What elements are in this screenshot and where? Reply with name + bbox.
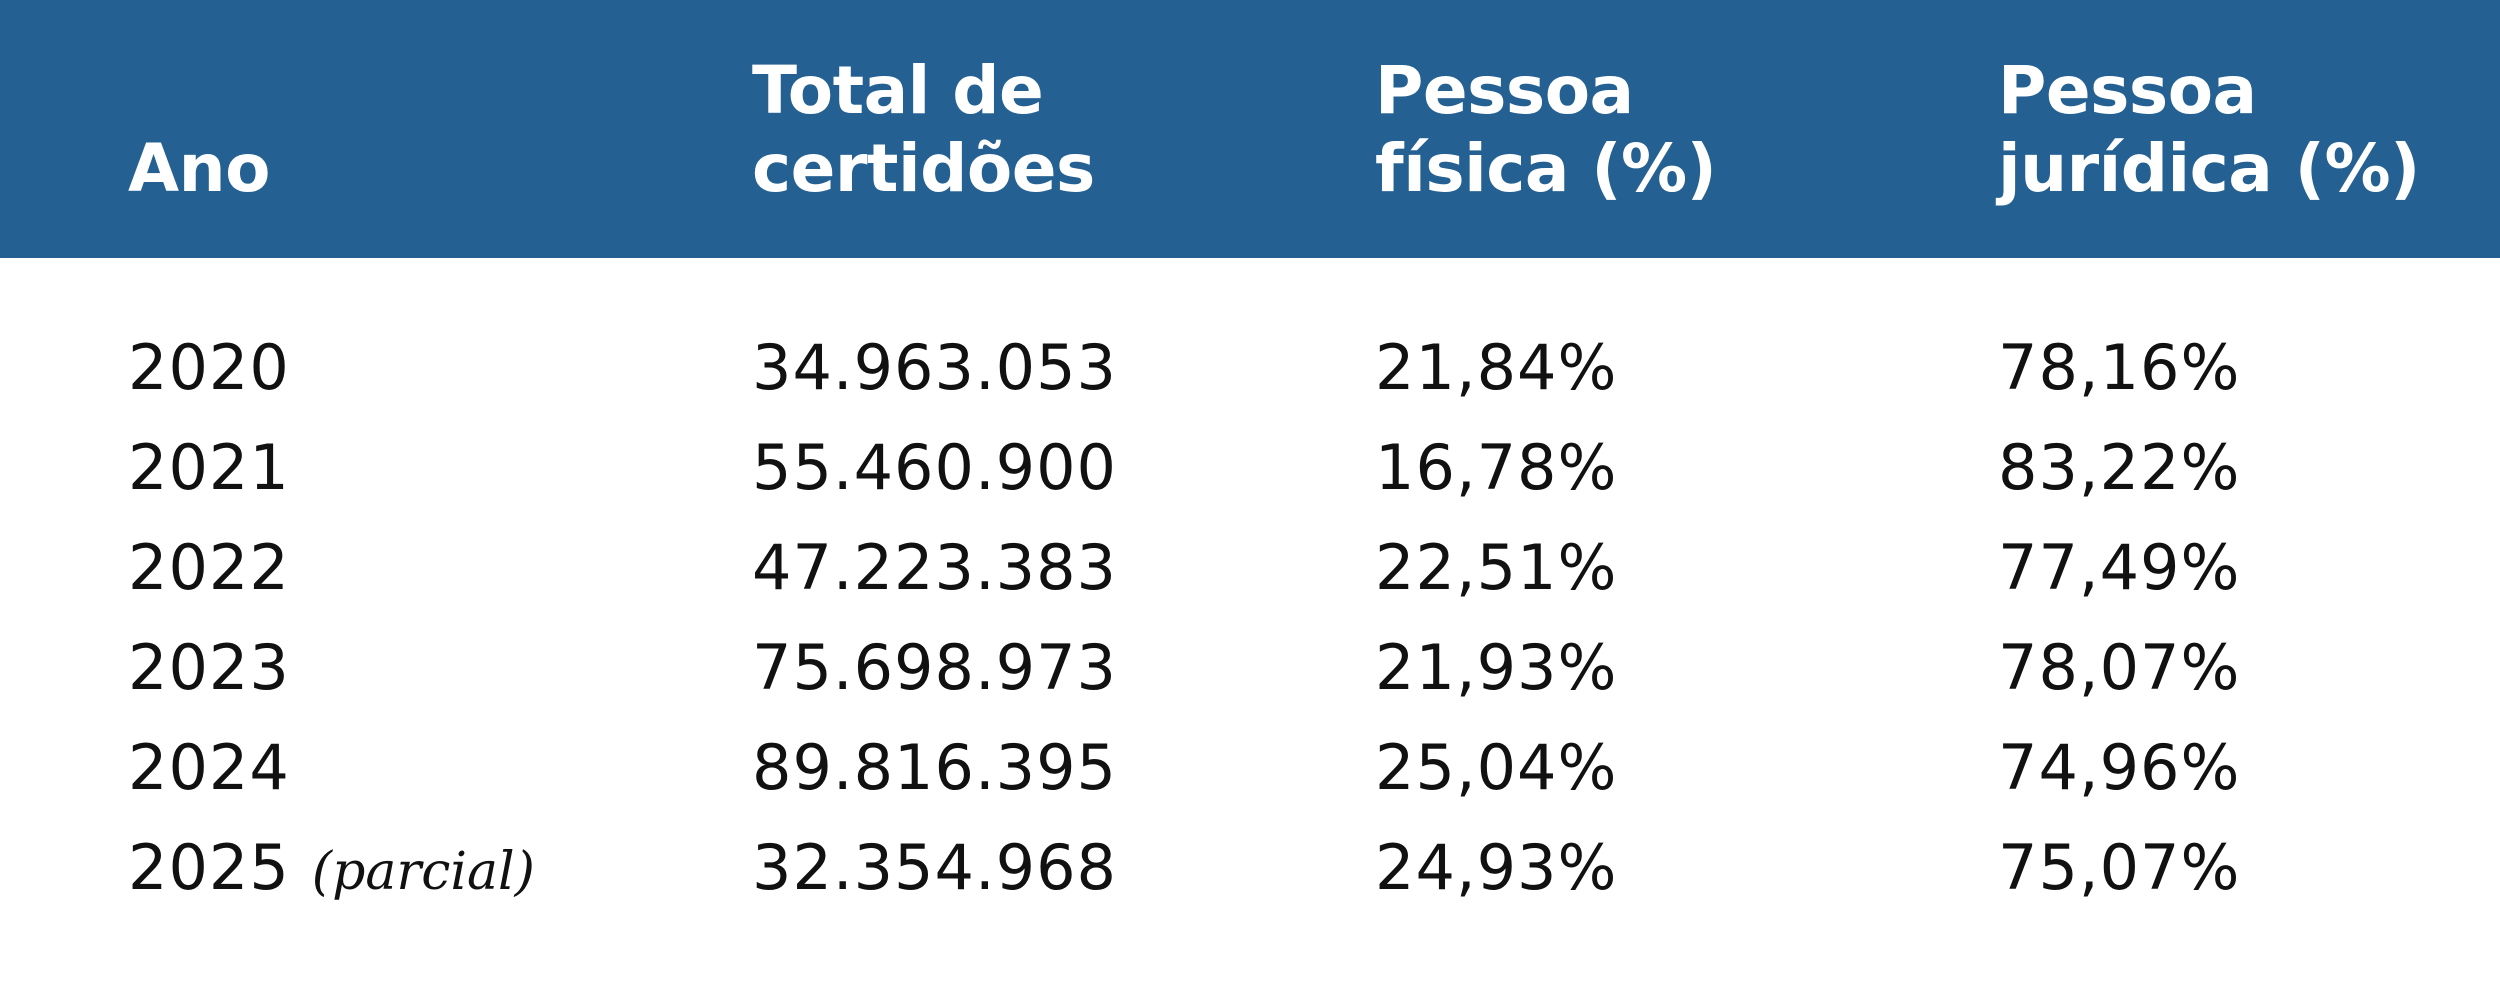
cell-total-certidoes: 34.963.053 — [752, 318, 1117, 418]
column-header-line: Ano — [128, 130, 270, 207]
cell-pessoa-juridica-value: 74,96% — [1998, 731, 2241, 804]
cell-pessoa-fisica: 22,51% — [1375, 518, 1617, 618]
cell-pessoa-fisica-value: 21,84% — [1375, 331, 1618, 404]
column-header-pessoa-juridica: Pessoa jurídica (%) — [1998, 52, 2420, 208]
cell-pessoa-fisica-value: 25,04% — [1375, 731, 1618, 804]
cell-ano-value: 2025 — [128, 831, 290, 904]
column-header-line: certidões — [752, 130, 1095, 207]
table-header: Ano Total de certidões Pessoa física (%)… — [0, 0, 2500, 258]
cell-ano: 2023 — [128, 618, 290, 718]
cell-total-certidoes: 55.460.900 — [752, 418, 1117, 518]
cell-ano: 2020 — [128, 318, 290, 418]
cell-total-certidoes-value: 55.460.900 — [752, 431, 1117, 504]
cell-pessoa-juridica-value: 78,07% — [1998, 631, 2241, 704]
cell-pessoa-fisica: 21,84% — [1375, 318, 1617, 418]
cell-pessoa-fisica-value: 21,93% — [1375, 631, 1618, 704]
cell-ano: 2025 (parcial) — [128, 818, 535, 922]
cell-pessoa-fisica: 16,78% — [1375, 418, 1617, 518]
cell-pessoa-juridica: 74,96% — [1998, 718, 2240, 818]
cell-total-certidoes: 47.223.383 — [752, 518, 1117, 618]
cell-pessoa-fisica-value: 16,78% — [1375, 431, 1618, 504]
cell-pessoa-juridica-value: 75,07% — [1998, 831, 2241, 904]
cell-pessoa-fisica: 21,93% — [1375, 618, 1617, 718]
cell-pessoa-juridica-value: 77,49% — [1998, 531, 2241, 604]
column-header-line: Pessoa — [1998, 52, 2257, 129]
cell-pessoa-fisica-value: 24,93% — [1375, 831, 1618, 904]
cell-total-certidoes-value: 75.698.973 — [752, 631, 1117, 704]
column-header-ano: Ano — [128, 130, 270, 208]
column-header-line: física (%) — [1375, 130, 1717, 207]
cell-ano-value: 2020 — [128, 331, 290, 404]
cell-pessoa-fisica-value: 22,51% — [1375, 531, 1618, 604]
cell-total-certidoes: 89.816.395 — [752, 718, 1117, 818]
column-header-line: Pessoa — [1375, 52, 1634, 129]
cell-pessoa-juridica-value: 78,16% — [1998, 331, 2241, 404]
column-header-line: jurídica (%) — [1998, 130, 2420, 207]
cell-ano-value: 2021 — [128, 431, 290, 504]
column-header-total: Total de certidões — [752, 52, 1095, 208]
cell-ano-value: 2024 — [128, 731, 290, 804]
row-note: (parcial) — [311, 842, 535, 902]
cell-total-certidoes-value: 89.816.395 — [752, 731, 1117, 804]
cell-total-certidoes-value: 32.354.968 — [752, 831, 1117, 904]
cell-ano-value: 2022 — [128, 531, 290, 604]
cell-pessoa-juridica: 78,07% — [1998, 618, 2240, 718]
cell-ano: 2022 — [128, 518, 290, 618]
cell-total-certidoes: 32.354.968 — [752, 818, 1117, 918]
column-header-line: Total de — [752, 52, 1044, 129]
cell-pessoa-juridica: 75,07% — [1998, 818, 2240, 918]
cell-ano-value: 2023 — [128, 631, 290, 704]
cell-pessoa-juridica: 77,49% — [1998, 518, 2240, 618]
cell-pessoa-juridica: 78,16% — [1998, 318, 2240, 418]
cell-pessoa-fisica: 24,93% — [1375, 818, 1617, 918]
cell-total-certidoes: 75.698.973 — [752, 618, 1117, 718]
cell-ano: 2024 — [128, 718, 290, 818]
cell-pessoa-juridica-value: 83,22% — [1998, 431, 2241, 504]
cell-total-certidoes-value: 34.963.053 — [752, 331, 1117, 404]
cell-pessoa-fisica: 25,04% — [1375, 718, 1617, 818]
cell-ano: 2021 — [128, 418, 290, 518]
cell-pessoa-juridica: 83,22% — [1998, 418, 2240, 518]
cell-total-certidoes-value: 47.223.383 — [752, 531, 1117, 604]
column-header-pessoa-fisica: Pessoa física (%) — [1375, 52, 1717, 208]
